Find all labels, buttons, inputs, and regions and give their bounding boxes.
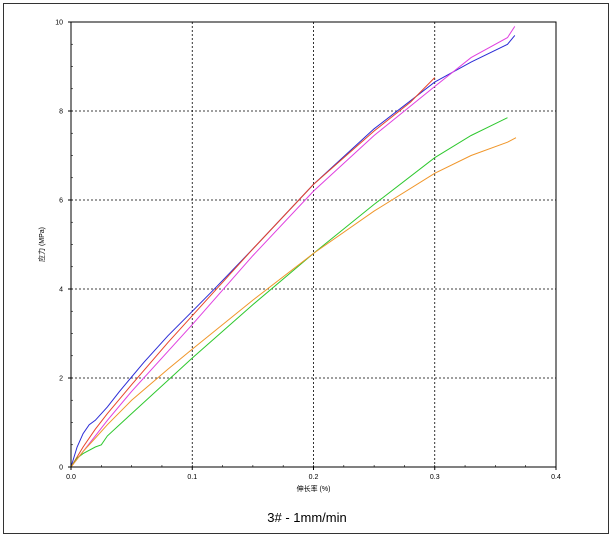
series-line-1 [70, 35, 516, 468]
x-tick-label: 0.1 [187, 474, 197, 481]
x-tick-label: 0.0 [66, 474, 76, 481]
series-line-2 [70, 26, 516, 468]
series-line-3 [70, 77, 436, 468]
x-tick-label: 0.3 [430, 474, 440, 481]
y-tick-label: 2 [59, 376, 63, 383]
series-line-5 [70, 137, 517, 468]
tick-marks [68, 21, 557, 470]
y-tick-label: 10 [55, 20, 63, 27]
chart-caption: 3# - 1mm/min [267, 510, 347, 525]
x-axis-title: 伸长率 (%) [297, 484, 331, 493]
y-tick-label: 0 [59, 465, 63, 472]
x-tick-label: 0.2 [309, 474, 319, 481]
y-axis-title: 应力 (MPa) [37, 227, 46, 262]
grid-lines [71, 22, 556, 467]
x-tick-label: 0.4 [551, 474, 561, 481]
y-tick-label: 6 [59, 198, 63, 205]
plot-area-border [70, 21, 557, 468]
y-tick-label: 4 [59, 287, 63, 294]
chart-frame [3, 3, 609, 534]
series-lines [70, 26, 517, 468]
tick-labels: 0.0 0.1 0.2 0.3 0.4 0 2 4 6 8 10 [55, 20, 561, 482]
series-line-4 [70, 117, 508, 468]
y-tick-label: 8 [59, 109, 63, 116]
